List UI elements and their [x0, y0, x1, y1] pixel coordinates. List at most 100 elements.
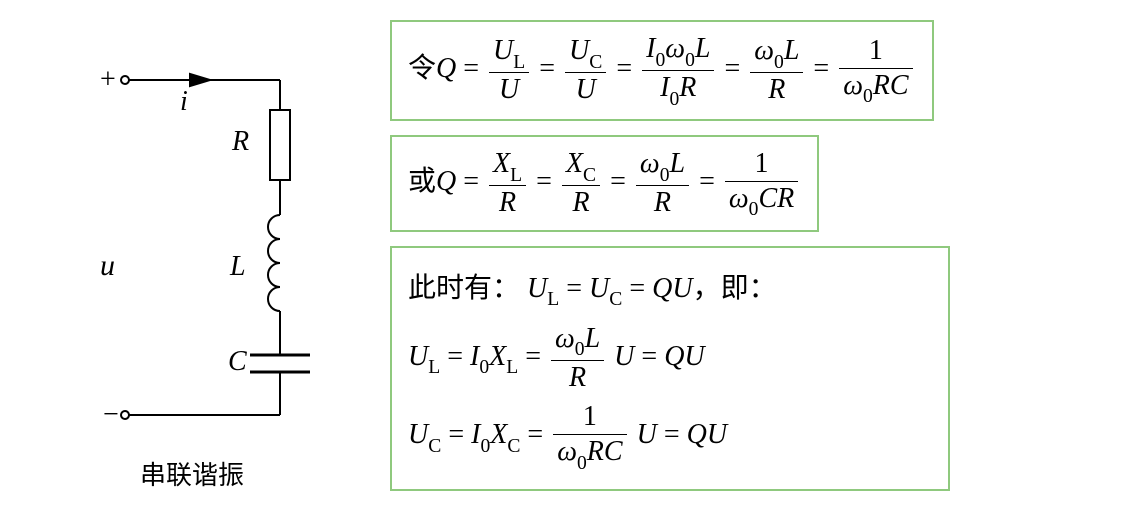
b3l1u2: U	[589, 273, 609, 304]
b3l2ul: U	[408, 341, 428, 372]
svg-text:i: i	[180, 86, 188, 117]
b3l3fda: ω	[557, 436, 577, 467]
b3l3e2: =	[527, 419, 550, 450]
f3db: R	[679, 72, 696, 103]
b2f3nas: 0	[660, 165, 670, 186]
b2f2d: R	[562, 186, 600, 220]
b3l2fnas: 0	[575, 339, 585, 360]
svg-text:L: L	[229, 251, 246, 282]
b2f2ns: C	[583, 165, 596, 186]
box1-frac4: ω0L R	[750, 34, 803, 107]
b3l3xs: C	[507, 436, 520, 457]
f2n: U	[569, 35, 589, 66]
box1-prefix: 令	[408, 53, 436, 84]
f4nas: 0	[774, 52, 784, 73]
b3l3is: 0	[480, 436, 490, 457]
f5db: RC	[873, 70, 909, 101]
b3l1usl: L	[547, 289, 559, 310]
b3l3fdas: 0	[577, 453, 587, 474]
box2-frac4: 1 ω0CR	[725, 147, 798, 220]
b2f3nb: L	[669, 148, 685, 179]
b3l2x: X	[489, 341, 506, 372]
box1-frac5: 1 ω0RC	[839, 34, 912, 107]
box1-frac1: UL U	[489, 34, 529, 107]
box1-Q: Q	[436, 53, 456, 84]
formula-area: 令Q = UL U = UC U = I0ω0L I0R = ω0L R = 1…	[390, 20, 1110, 505]
f5das: 0	[863, 86, 873, 107]
b3l3u: U	[637, 419, 657, 450]
f3nc: L	[695, 33, 711, 64]
b3l1b: ，即：	[693, 273, 777, 304]
f3nas: 0	[655, 50, 665, 71]
svg-text:−: −	[103, 399, 119, 430]
circuit-caption: 串联谐振	[140, 455, 244, 492]
box1-eq2: =	[539, 53, 562, 84]
box1-eq3: =	[616, 53, 639, 84]
b3l2i: I	[470, 341, 479, 372]
box3-line3-frac: 1 ω0RC	[553, 400, 626, 473]
f1d: U	[489, 73, 529, 107]
box2-frac3: ω0L R	[636, 147, 689, 220]
f5da: ω	[843, 70, 863, 101]
box2-eq4: =	[699, 166, 722, 197]
b3l2e2: =	[525, 341, 548, 372]
circuit-diagram: + i R u L C −	[80, 40, 370, 480]
b3l3qu: QU	[687, 419, 727, 450]
b3l2u: U	[614, 341, 634, 372]
f3nb: ω	[665, 33, 685, 64]
f4na: ω	[754, 35, 774, 66]
f5n: 1	[839, 34, 912, 69]
b3l3uc: U	[408, 419, 428, 450]
b2f2n: X	[566, 148, 583, 179]
box1-frac3: I0ω0L I0R	[642, 32, 714, 109]
b3l2uls: L	[428, 357, 440, 378]
box3-line1: 此时有： UL = UC = QU，即：	[408, 264, 932, 316]
b2f3na: ω	[640, 148, 660, 179]
f1ns: L	[513, 52, 525, 73]
f1n: U	[493, 35, 513, 66]
svg-text:C: C	[228, 346, 247, 377]
box1-eq5: =	[813, 53, 836, 84]
f3nbs: 0	[685, 50, 695, 71]
box2-Q: Q	[436, 166, 456, 197]
b3l2fnb: L	[585, 323, 601, 354]
box3-line3: UC = I0XC = 1 ω0RC U = QU	[408, 400, 932, 473]
b2f1ns: L	[510, 165, 522, 186]
box2-eq1: =	[463, 166, 486, 197]
f4nb: L	[784, 35, 800, 66]
box2-eq2: =	[536, 166, 559, 197]
b3l2e1: =	[447, 341, 470, 372]
b2f4da: ω	[729, 183, 749, 214]
b3l1e2: =	[629, 273, 652, 304]
f2d: U	[565, 73, 606, 107]
box2-frac1: XL R	[489, 147, 526, 220]
svg-text:R: R	[231, 126, 249, 157]
b3l1a: 此时有：	[408, 273, 520, 304]
b2f1d: R	[489, 186, 526, 220]
svg-text:+: +	[100, 64, 116, 95]
box1-frac2: UC U	[565, 34, 606, 107]
b3l3x: X	[490, 419, 507, 450]
b3l2fd: R	[551, 361, 604, 395]
b2f1n: X	[493, 148, 510, 179]
b3l2is: 0	[479, 357, 489, 378]
box2-prefix: 或	[408, 166, 436, 197]
box1-eq4: =	[724, 53, 747, 84]
b3l2xs: L	[506, 357, 518, 378]
b3l2e3: =	[641, 341, 664, 372]
b3l1qu: QU	[652, 273, 692, 304]
b2f4db: CR	[758, 183, 794, 214]
b3l3fdb: RC	[587, 436, 623, 467]
b3l1usc: C	[609, 289, 622, 310]
b2f4das: 0	[749, 199, 759, 220]
box3-line2: UL = I0XL = ω0L R U = QU	[408, 322, 932, 395]
b3l1e1: =	[566, 273, 589, 304]
b3l3fn: 1	[553, 400, 626, 435]
b3l2qu: QU	[664, 341, 704, 372]
b3l3ucs: C	[428, 436, 441, 457]
b3l1u: U	[527, 273, 547, 304]
formula-box-2: 或Q = XL R = XC R = ω0L R = 1 ω0CR	[390, 135, 819, 232]
b2f4n: 1	[725, 147, 798, 182]
f3das: 0	[670, 89, 680, 110]
circuit-svg: + i R u L C −	[80, 40, 370, 480]
